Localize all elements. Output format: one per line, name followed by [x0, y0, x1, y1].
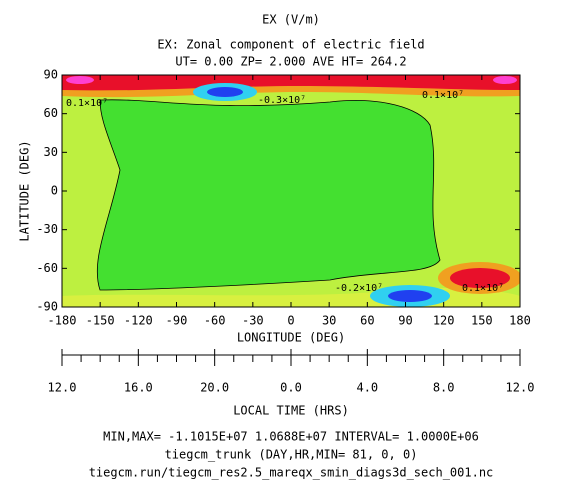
- lt-tick-label: 12.0: [506, 381, 535, 395]
- x-tick-label: 150: [471, 314, 493, 328]
- contour-label: -0.3×10⁷: [258, 95, 306, 106]
- x-axis-label: LONGITUDE (DEG): [237, 331, 345, 345]
- y-tick-label: 0: [51, 184, 58, 198]
- x-tick-label: -30: [242, 314, 264, 328]
- lt-tick-label: 4.0: [356, 381, 378, 395]
- lt-tick-label: 0.0: [280, 381, 302, 395]
- field-spot: [388, 290, 432, 302]
- chart-title: EX (V/m): [262, 13, 320, 27]
- lt-tick-label: 12.0: [48, 381, 77, 395]
- lt-tick-label: 8.0: [433, 381, 455, 395]
- contour-label: 0.1×10⁷: [462, 283, 504, 294]
- x-tick-label: -120: [124, 314, 153, 328]
- x-tick-label: -150: [86, 314, 115, 328]
- field-spot: [493, 76, 517, 84]
- x-tick-label: 120: [433, 314, 455, 328]
- y-tick-label: 90: [44, 68, 58, 82]
- contour-label: 0.1×10⁷: [66, 98, 108, 109]
- y-tick-label: -60: [36, 261, 58, 275]
- footer-line: tiegcm.run/tiegcm_res2.5_mareqx_smin_dia…: [89, 466, 494, 480]
- y-tick-label: 30: [44, 145, 58, 159]
- field-spot: [450, 268, 510, 288]
- x-tick-label: 180: [509, 314, 531, 328]
- chart-info: UT= 0.00 ZP= 2.000 AVE HT= 264.2: [175, 55, 406, 69]
- contour-label: 0.1×10⁷: [422, 90, 464, 101]
- x-tick-label: -180: [48, 314, 77, 328]
- x-tick-label: 90: [398, 314, 412, 328]
- field-spot: [207, 87, 243, 97]
- lt-axis-label: LOCAL TIME (HRS): [233, 404, 349, 418]
- chart-subtitle: EX: Zonal component of electric field: [157, 38, 424, 52]
- y-tick-label: -90: [36, 300, 58, 314]
- y-tick-label: -30: [36, 222, 58, 236]
- field-region: [96, 99, 441, 291]
- x-tick-label: -90: [166, 314, 188, 328]
- footer-line: MIN,MAX= -1.1015E+07 1.0688E+07 INTERVAL…: [103, 430, 479, 444]
- x-tick-label: -60: [204, 314, 226, 328]
- footer-line: tiegcm_trunk (DAY,HR,MIN= 81, 0, 0): [165, 448, 418, 462]
- field-spot: [66, 76, 94, 84]
- lt-tick-label: 20.0: [200, 381, 229, 395]
- contour-field: [62, 75, 520, 307]
- y-tick-label: 60: [44, 106, 58, 120]
- x-tick-label: 60: [360, 314, 374, 328]
- x-tick-label: 0: [287, 314, 294, 328]
- contour-label: -0.2×10⁷: [335, 283, 383, 294]
- y-axis-label: LATITUDE (DEG): [18, 140, 32, 241]
- lt-tick-label: 16.0: [124, 381, 153, 395]
- x-tick-label: 30: [322, 314, 336, 328]
